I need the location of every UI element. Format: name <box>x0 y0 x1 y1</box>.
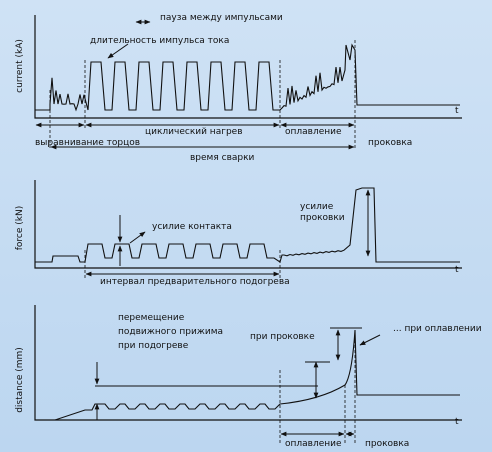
y-axis-label: current (kA) <box>15 39 25 93</box>
annotation: при проковке <box>250 332 315 342</box>
annotation: усилие <box>300 202 334 212</box>
axes <box>34 305 462 421</box>
y-axis-label: force (kN) <box>15 206 25 251</box>
current-signal <box>35 43 460 112</box>
annotation: ... при оплавлении <box>393 324 482 334</box>
annotation: проковки <box>300 213 345 223</box>
distance-signal <box>35 329 460 421</box>
annotation: перемещение <box>118 313 185 323</box>
guide-lines <box>279 330 356 445</box>
guide-lines <box>49 40 356 150</box>
annotation: оплавление <box>285 127 342 137</box>
annotation: усилие контакта <box>152 222 232 232</box>
force-signal <box>35 187 460 263</box>
annotation: оплавление <box>285 439 342 449</box>
annotation: проковка <box>368 138 412 148</box>
annotation: пауза между импульсами <box>160 13 283 23</box>
annotation: циклический нагрев <box>145 127 243 137</box>
annotation: при подогреве <box>118 341 189 351</box>
guide-lines <box>84 250 281 280</box>
annotation: подвижного прижима <box>118 327 223 337</box>
annotation: интервал предварительного подогрева <box>100 277 290 287</box>
annotation: проковка <box>365 439 409 449</box>
pulse-arrow <box>107 43 129 59</box>
force-panel: force (kN) t усилие контакта усилие прок… <box>15 180 462 287</box>
x-axis-label: t <box>455 106 459 116</box>
axes <box>34 15 462 119</box>
current-panel: current (kA) t пауза между импульсами дл… <box>15 13 462 163</box>
contact-pointer <box>129 231 146 244</box>
annotation: выравнивание торцов <box>35 138 140 148</box>
x-axis-label: t <box>455 417 459 427</box>
flash-pointer <box>359 334 381 346</box>
x-axis-label: t <box>455 265 459 275</box>
y-axis-label: distance (mm) <box>15 347 25 413</box>
axes <box>34 180 462 269</box>
distance-panel: distance (mm) t перемещение подвижного п… <box>15 305 482 449</box>
annotation: длительность импульса тока <box>90 36 229 46</box>
annotation: время сварки <box>190 153 255 163</box>
